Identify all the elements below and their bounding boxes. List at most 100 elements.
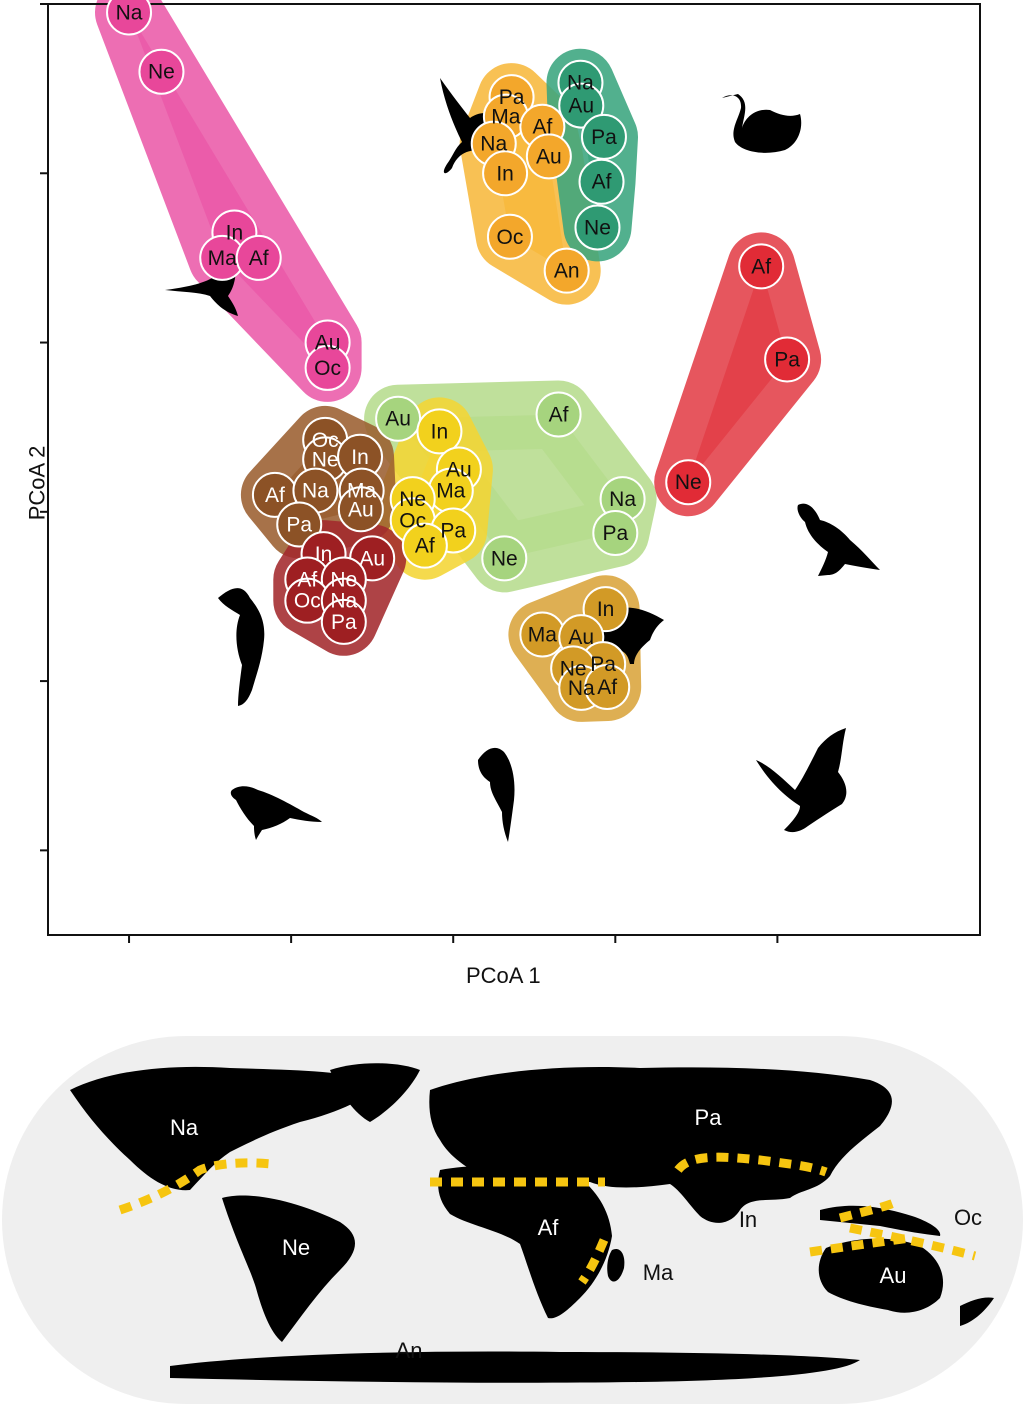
point-1-5	[482, 150, 529, 197]
map-label-af: Af	[538, 1215, 560, 1240]
point-label-5-6: Af	[415, 535, 435, 558]
point-7-6	[320, 598, 367, 645]
point-label-4-2: Na	[609, 488, 636, 511]
north-america-landmass	[70, 1066, 380, 1191]
axes	[40, 3, 981, 943]
point-label-5-0: In	[431, 420, 449, 443]
map-label-na: Na	[170, 1115, 199, 1140]
point-label-5-2: Ma	[436, 480, 465, 503]
point-0-1	[138, 48, 185, 95]
africa-landmass	[438, 1165, 612, 1319]
map-label-in: In	[739, 1207, 757, 1232]
point-label-8-3: Pa	[590, 653, 616, 676]
point-label-1-1: Ma	[491, 106, 520, 129]
madagascar-landmass	[607, 1248, 625, 1282]
map-label-ma: Ma	[643, 1260, 674, 1285]
point-0-4	[235, 234, 282, 281]
map-label-au: Au	[880, 1263, 907, 1288]
hornbill-silhouette	[218, 588, 265, 706]
new-zealand-landmass	[960, 1297, 994, 1326]
point-label-0-4: Af	[249, 247, 269, 270]
point-label-5-5: Pa	[440, 519, 466, 542]
point-label-1-0: Pa	[499, 86, 525, 109]
point-label-8-5: Na	[568, 677, 595, 700]
point-label-3-2: Ne	[675, 471, 702, 494]
point-5-0	[416, 408, 463, 455]
point-label-3-1: Pa	[774, 348, 800, 371]
point-label-5-3: Ne	[399, 488, 426, 511]
map-label-an: An	[396, 1338, 423, 1363]
pa-in-boundary	[674, 1152, 828, 1177]
point-label-2-4: Ne	[584, 216, 611, 239]
point-4-4	[481, 535, 528, 582]
point-label-1-5: In	[496, 162, 514, 185]
point-3-0	[738, 243, 785, 290]
woodpecker-silhouette	[478, 747, 515, 842]
point-6-6	[337, 486, 384, 533]
map-label-pa: Pa	[695, 1105, 723, 1130]
group-hull-3	[654, 232, 822, 517]
point-label-7-0: In	[315, 543, 333, 566]
biogeographic-boundaries	[118, 1152, 977, 1285]
point-label-8-2: Au	[568, 626, 594, 649]
plot-frame	[47, 3, 981, 936]
eagle-silhouette	[756, 728, 847, 833]
point-label-6-0: Oc	[312, 429, 339, 452]
point-label-2-2: Pa	[591, 126, 617, 149]
point-5-6	[401, 522, 448, 569]
point-2-4	[574, 204, 621, 251]
point-label-7-4: Oc	[294, 590, 321, 613]
point-label-0-6: Oc	[314, 357, 341, 380]
point-label-2-1: Au	[568, 95, 594, 118]
point-label-5-1: Au	[446, 459, 472, 482]
map-label-oc: Oc	[954, 1205, 982, 1230]
point-1-4	[525, 133, 572, 180]
south-america-landmass	[222, 1195, 355, 1342]
point-label-6-4: Na	[302, 480, 329, 503]
europe-asia-landmass	[429, 1066, 892, 1223]
point-label-7-6: Pa	[331, 611, 357, 634]
point-label-3-0: Af	[751, 255, 771, 278]
australia-landmass	[818, 1238, 944, 1313]
point-label-7-2: Af	[297, 569, 317, 592]
au-oc-boundary	[838, 1196, 977, 1261]
point-label-2-0: Na	[567, 72, 594, 95]
point-label-0-0: Na	[116, 1, 143, 24]
point-label-6-3: Af	[265, 484, 285, 507]
point-label-1-7: An	[554, 260, 580, 283]
point-label-0-3: Ma	[208, 247, 237, 270]
point-label-6-5: Ma	[347, 480, 376, 503]
point-label-4-1: Af	[549, 403, 569, 426]
point-label-1-2: Af	[532, 116, 552, 139]
point-label-7-5: Na	[330, 590, 357, 613]
point-label-0-5: Au	[315, 332, 341, 355]
na-ne-boundary	[118, 1158, 273, 1215]
point-label-6-7: Pa	[286, 514, 312, 537]
af-ma-boundary	[578, 1238, 609, 1285]
point-label-6-1: Ne	[312, 448, 339, 471]
point-label-7-3: Ne	[330, 569, 357, 592]
x-axis-title: PCoA 1	[466, 963, 541, 988]
point-4-0	[375, 395, 422, 442]
point-2-1	[558, 82, 605, 129]
point-4-1	[535, 391, 582, 438]
antarctica-landmass	[170, 1351, 860, 1383]
vulture-silhouette	[797, 503, 880, 576]
point-0-0	[106, 0, 153, 36]
continents	[70, 1063, 994, 1383]
point-4-3	[592, 509, 639, 556]
point-label-1-4: Au	[536, 145, 562, 168]
point-label-4-4: Ne	[491, 547, 518, 570]
point-1-6	[486, 213, 533, 260]
point-0-6	[304, 344, 351, 391]
finch-silhouette	[230, 786, 322, 840]
point-label-7-1: Au	[359, 547, 385, 570]
point-label-1-6: Oc	[497, 226, 524, 249]
map-label-ne: Ne	[282, 1235, 310, 1260]
point-label-8-4: Ne	[560, 657, 587, 680]
region-labels: Na Ne Pa Af In Ma Oc Au An	[170, 1105, 982, 1363]
duck-silhouette	[570, 607, 664, 665]
swan-silhouette	[722, 94, 802, 153]
